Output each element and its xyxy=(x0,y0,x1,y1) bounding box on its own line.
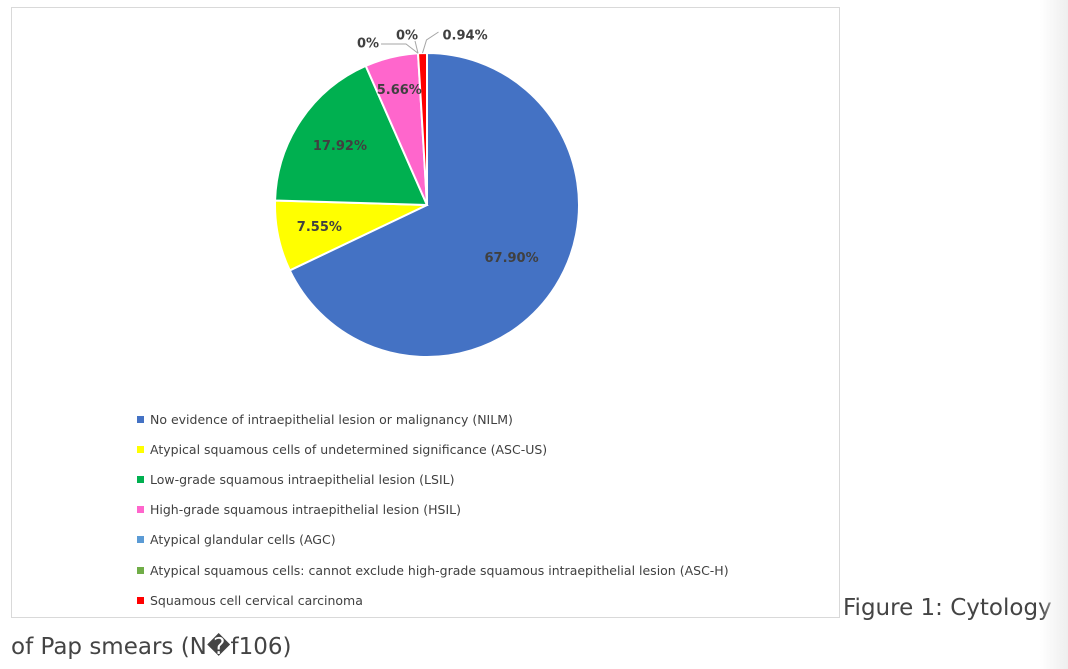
legend-item: Atypical squamous cells of undetermined … xyxy=(137,434,729,464)
legend-swatch xyxy=(137,475,144,483)
pie-slice xyxy=(416,51,428,206)
legend-swatch xyxy=(137,445,144,453)
legend-label: Squamous cell cervical carcinoma xyxy=(150,592,363,608)
legend-item: Squamous cell cervical carcinoma xyxy=(137,585,729,615)
page-edge-shade xyxy=(1040,0,1068,669)
slice-data-label: 17.92% xyxy=(313,139,367,154)
leader-line xyxy=(381,43,419,54)
slice-data-label: 5.66% xyxy=(377,83,422,98)
legend-swatch xyxy=(137,415,144,423)
legend-item: Atypical glandular cells (AGC) xyxy=(137,525,729,555)
legend-item: Low-grade squamous intraepithelial lesio… xyxy=(137,464,729,494)
legend-item: Atypical squamous cells: cannot exclude … xyxy=(137,555,729,585)
legend-label: Atypical squamous cells: cannot exclude … xyxy=(150,562,729,578)
legend-label: No evidence of intraepithelial lesion or… xyxy=(150,411,513,427)
legend-item: No evidence of intraepithelial lesion or… xyxy=(137,404,729,434)
slice-data-label: 0% xyxy=(357,37,379,52)
legend-swatch xyxy=(137,566,144,574)
slice-data-label: 0.94% xyxy=(443,29,488,44)
pie-chart: 67.90% 7.55% 17.92% 5.66% 0% 0% 0.94% xyxy=(274,29,580,358)
pie-slice xyxy=(288,51,580,358)
leader-line xyxy=(414,40,419,54)
pie-slice xyxy=(274,64,429,207)
legend-label: Atypical squamous cells of undetermined … xyxy=(150,441,548,457)
legend-label: Low-grade squamous intraepithelial lesio… xyxy=(150,471,455,487)
leader-line xyxy=(422,31,439,54)
chart-area: 67.90% 7.55% 17.92% 5.66% 0% 0% 0.94% No evide… xyxy=(11,7,840,618)
legend-swatch xyxy=(137,596,144,604)
figure-caption-line2: of Pap smears (N�f106) xyxy=(11,634,292,660)
legend: No evidence of intraepithelial lesion or… xyxy=(137,404,729,615)
legend-label: High-grade squamous intraepithelial lesi… xyxy=(150,502,462,518)
slice-data-label: 7.55% xyxy=(297,220,342,235)
legend-label: Atypical glandular cells (AGC) xyxy=(150,532,336,548)
legend-swatch xyxy=(137,506,144,514)
slice-data-label: 0% xyxy=(396,29,418,44)
legend-swatch xyxy=(137,536,144,544)
figure-caption-line1: Figure 1: Cytology xyxy=(843,595,1052,621)
slice-data-label: 67.90% xyxy=(484,251,538,266)
legend-item: High-grade squamous intraepithelial lesi… xyxy=(137,495,729,525)
